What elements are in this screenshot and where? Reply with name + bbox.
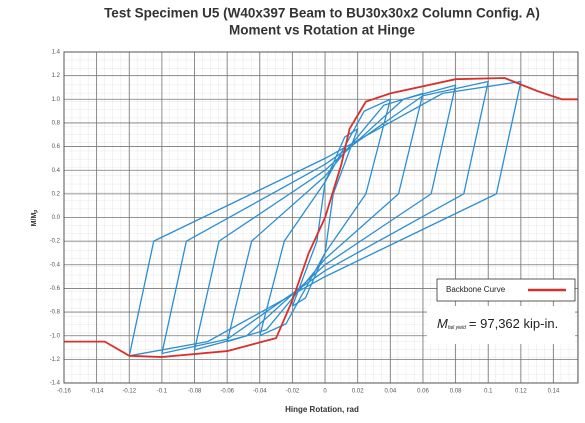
legend: Backbone Curve <box>436 278 576 302</box>
y-label-sub: p <box>33 210 39 213</box>
hysteresis-loop <box>161 80 489 355</box>
y-tick-label: -1.0 <box>50 333 61 339</box>
x-tick-label: -0.14 <box>90 389 104 395</box>
x-tick-label: -0.16 <box>57 389 71 395</box>
x-tick-label: 0.08 <box>450 389 462 395</box>
y-tick-label: 0.6 <box>52 144 61 150</box>
plot-frame <box>63 51 579 384</box>
y-tick-label: -1.4 <box>50 381 61 387</box>
x-tick-label: 0.14 <box>548 389 560 395</box>
y-tick-label: -0.6 <box>50 286 61 292</box>
hysteresis-loop <box>259 98 391 337</box>
y-tick-label: 0.0 <box>52 215 61 221</box>
x-tick-label: 0 <box>323 389 327 395</box>
x-tick-label: 0.12 <box>515 389 527 395</box>
annotation-value: = 97,362 kip-in. <box>469 316 558 331</box>
y-tick-label: 1.4 <box>52 50 61 56</box>
y-tick-label: -0.8 <box>50 310 61 316</box>
x-tick-label: -0.06 <box>220 389 234 395</box>
x-axis-label: Hinge Rotation, rad <box>285 405 359 414</box>
y-tick-label: 0.4 <box>52 168 61 174</box>
x-tick-label: -0.04 <box>253 389 267 395</box>
hysteresis-loop <box>193 84 457 351</box>
y-tick-label: -1.2 <box>50 357 61 363</box>
chart-subtitle: Moment vs Rotation at Hinge <box>229 23 415 38</box>
x-tick-label: -0.1 <box>157 389 168 395</box>
backbone-line <box>64 77 578 358</box>
legend-label: Backbone Curve <box>446 285 506 294</box>
y-tick-label: 0.2 <box>52 191 61 197</box>
annotation-subscript: fail yield <box>448 325 466 331</box>
legend-box <box>436 278 576 302</box>
hysteresis-loop <box>128 80 522 357</box>
chart-title: Test Specimen U5 (W40x397 Beam to BU30x3… <box>104 6 540 21</box>
x-tick-label: -0.08 <box>188 389 202 395</box>
y-tick-label: -0.2 <box>50 239 61 245</box>
x-tick-label: -0.12 <box>122 389 136 395</box>
x-tick-label: -0.02 <box>286 389 300 395</box>
y-tick-label: -0.4 <box>50 262 61 268</box>
y-tick-label: 1.2 <box>52 73 61 79</box>
hysteresis-loop <box>291 128 359 307</box>
x-tick-label: 0.06 <box>417 389 429 395</box>
x-tick-label: 0.04 <box>385 389 397 395</box>
y-tick-label: 1.0 <box>52 97 61 103</box>
annotation-box <box>427 306 575 344</box>
annotation-symbol: M <box>437 316 448 331</box>
y-label-main: M/M <box>31 213 38 227</box>
x-tick-label: 0.02 <box>352 389 364 395</box>
plot <box>63 51 578 384</box>
y-axis-label: M/Mp <box>31 210 39 227</box>
annotation: Mfail yield = 97,362 kip-in. <box>427 306 575 344</box>
x-tick-label: 0.1 <box>484 389 493 395</box>
y-tick-label: 0.8 <box>52 121 61 127</box>
annotation-text: Mfail yield = 97,362 kip-in. <box>437 316 558 331</box>
